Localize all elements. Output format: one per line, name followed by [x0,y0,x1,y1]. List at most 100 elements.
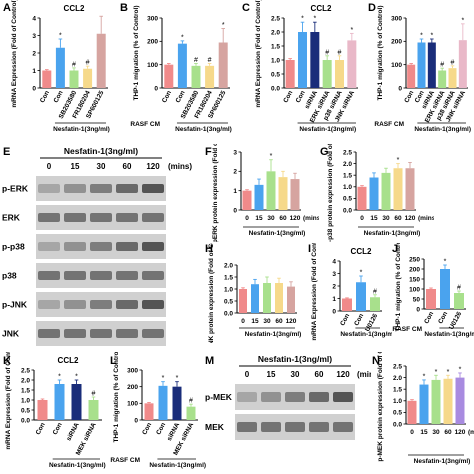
blot-band [261,422,281,432]
panel-letter-j: J [392,243,399,255]
rasf-cm-label: RASF CM [130,121,160,128]
bar [356,282,366,311]
y-tick-label: 0.0 [271,85,280,92]
blot-band [142,242,164,251]
blot-band [116,184,138,193]
bar [347,40,357,88]
bar [443,378,453,424]
blot-band [285,392,305,402]
blot-band [64,242,86,251]
y-tick-label: 3 [32,33,36,40]
bar [419,384,429,424]
bar [275,283,283,313]
bar [88,400,99,420]
chart-n: p-MEK protein expression (Fold of Contro… [377,352,474,465]
rasf-cm-label: RASF CM [392,326,422,333]
treatment-label: Nesfatin-1(3ng/ml) [414,126,471,133]
blot-treatment-label: Nesfatin-1(3ng/ml) [258,354,332,364]
bar [186,406,196,420]
blot-mins-label: (mins) [168,162,192,171]
significance-mark: * [313,16,316,23]
y-tick-label: 1.0 [21,397,30,404]
category-label: Con [52,422,64,436]
blot-row-label: p-JNK [2,300,28,310]
lane-time-label: 60 [123,162,132,171]
y-tick-label: 2.5 [393,363,402,370]
y-tick-label: 0 [154,85,158,92]
blot-band [261,392,281,402]
y-tick-label: 2 [332,283,336,290]
bar [370,297,380,311]
category-label: Con [403,90,415,104]
category-label: 60 [279,215,287,222]
panel-letter-b: B [120,2,128,14]
category-label: 30 [263,318,271,325]
category-label: Con [437,311,449,325]
bar [448,68,457,88]
panel-letter-e: E [3,146,11,158]
significance-mark: * [430,33,433,40]
blot-band [116,213,138,222]
blot-band [90,242,112,251]
category-label: 60 [394,215,402,222]
y-tick-label: 0 [332,308,336,315]
blot-band [64,271,86,280]
treatment-label: Nesfatin-1(3ng/ml) [340,331,392,338]
blot-band [142,329,164,338]
panel-letter-n: N [372,355,380,367]
blot-band [116,242,138,251]
blot-band [285,422,305,432]
bar [417,42,426,88]
bar [438,70,447,88]
blot-band [38,213,60,222]
y-tick-label: 0 [416,306,420,313]
significance-mark: * [162,375,165,382]
bar [164,64,174,88]
bar [381,172,391,210]
lane-time-label: 15 [71,162,80,171]
bar [454,293,464,309]
y-tick-label: 100 [127,401,138,408]
y-tick-label: 250 [409,256,420,263]
significance-mark: * [75,374,78,381]
bar [287,286,295,313]
panel-letter-i: I [308,243,312,255]
treatment-label: Nesfatin-1(3ng/ml) [364,230,421,237]
y-tick-label: 1.5 [21,387,30,394]
bar [285,60,295,88]
bar [322,60,332,88]
bar [83,68,93,88]
significance-mark: * [222,22,225,29]
blot-row-label: JNK [2,329,20,339]
chart-d: THP-1 migration (% of Control) 0 100 200 300… [374,6,471,133]
y-tick-label: 0 [233,207,237,214]
y-tick-label: 3 [332,271,336,278]
blot-band [116,329,138,338]
bar [431,379,441,424]
y-tick-label: 4 [32,15,36,22]
mins-label: (mins) [303,215,319,222]
panel-letter-a: A [3,2,11,14]
y-tick-label: 1 [332,296,336,303]
y-tick-label: 1 [32,68,36,75]
chart-k: CCL2 mRNA Expression (Fold of Control) 0.0… [5,352,106,469]
category-label: 30 [382,215,390,222]
bar [239,289,247,313]
y-tick-label: 2.5 [21,367,30,374]
category-label: Con [161,90,173,104]
y-tick-label: 4 [332,258,336,265]
lane-time-label: 120 [336,370,350,379]
significance-mark: * [59,33,62,40]
bar [405,168,415,210]
treatment-label: Nesfatin-1(3ng/ml) [299,126,356,133]
significance-mark: # [440,62,444,69]
bar [342,298,352,311]
y-tick-label: 2.0 [343,161,352,168]
chart-h: p-JNK protein expression (Fold of Contro… [208,243,301,343]
panel-letter-l: L [110,355,117,367]
blot-band [38,242,60,251]
y-axis-label: THP-1 migration (% of Control) [113,352,120,442]
category-label: 15 [370,215,378,222]
rasf-cm-label: RASF CM [110,457,140,464]
treatment-label: Nesfatin-1(3ng/ml) [175,126,232,133]
